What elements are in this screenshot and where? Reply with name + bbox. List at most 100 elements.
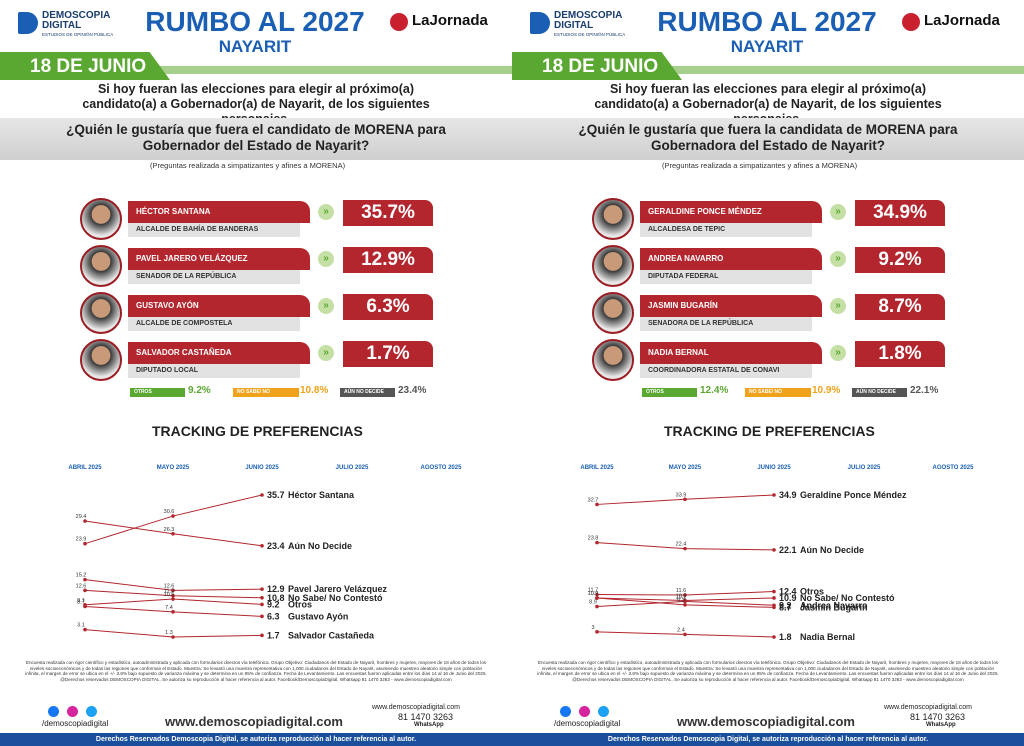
- title: RUMBO AL 2027: [657, 6, 877, 37]
- point-label: 12.6: [164, 583, 175, 589]
- role-bar: ALCALDE DE COMPOSTELA: [128, 317, 300, 331]
- tracking-point: [83, 577, 87, 582]
- panel: DEMOSCOPIA DIGITAL ESTUDIOS DE OPINIÓN PÚ…: [0, 6, 512, 746]
- subtitle: NAYARIT: [218, 37, 292, 56]
- tracking-point: [260, 595, 264, 600]
- value-box: 9.2%: [855, 247, 945, 273]
- tracking-point: [83, 604, 87, 609]
- point-label: 12.9: [267, 584, 285, 594]
- point-label: 32.7: [588, 497, 599, 503]
- phone: 81 1470 3263: [910, 712, 966, 722]
- social-icon: [560, 706, 571, 717]
- social-icon: [598, 706, 609, 717]
- point-label: 11.6: [676, 588, 686, 594]
- series-name: Otros: [288, 599, 312, 609]
- point-label: 9.2: [779, 600, 792, 610]
- value-box: 1.8%: [855, 341, 945, 367]
- summary-value: 9.2%: [188, 385, 211, 396]
- logo-icon: [390, 13, 408, 31]
- brand-icon: [530, 12, 550, 34]
- series-name: Héctor Santana: [288, 490, 355, 500]
- social-icon: [48, 706, 59, 717]
- series-name: Aún No Decide: [800, 545, 864, 555]
- brand-icon: [18, 12, 38, 34]
- month-label: MAYO 2025: [669, 465, 702, 471]
- chevron: »: [318, 298, 334, 314]
- month-label: JUNIO 2025: [245, 465, 279, 471]
- point-label: 9.1: [77, 598, 85, 604]
- summary-value: 22.1%: [910, 385, 939, 396]
- photo: [592, 292, 634, 334]
- value-box: 8.7%: [855, 294, 945, 320]
- month-label: MAYO 2025: [157, 465, 190, 471]
- series-name: Gustavo Ayón: [288, 611, 348, 621]
- value-box: 6.3%: [343, 294, 433, 320]
- month-label: ABRIL 2025: [580, 465, 614, 471]
- summary-label: OTROS: [130, 388, 185, 397]
- tracking-title: TRACKING DE PREFERENCIAS: [152, 423, 363, 439]
- tracking-point: [171, 610, 175, 614]
- point-label: 10.9: [588, 591, 599, 597]
- tracking-point: [260, 543, 264, 548]
- tracking-point: [260, 587, 264, 591]
- tracking-point: [83, 627, 87, 632]
- summary-value: 12.4%: [700, 385, 729, 396]
- name-bar: GUSTAVO AYÓN: [128, 295, 310, 317]
- chevron: »: [830, 345, 846, 361]
- whatsapp: WhatsApp: [926, 722, 956, 728]
- point-label: 23.9: [76, 537, 87, 543]
- title: RUMBO AL 2027: [145, 6, 365, 37]
- month-label: JULIO 2025: [848, 465, 881, 471]
- tracking-point: [171, 597, 175, 601]
- point-label: 35.7: [267, 490, 285, 500]
- whatsapp: WhatsApp: [414, 722, 444, 728]
- intro: Si hoy fueran las elecciones para elegir…: [82, 82, 430, 126]
- photo: [592, 245, 634, 287]
- tracking-point: [772, 596, 776, 600]
- point-label: 33.9: [676, 492, 687, 498]
- point-label: 10.1: [676, 594, 687, 600]
- note: (Preguntas realizada a simpatizantes y a…: [662, 161, 858, 170]
- tracking-point: [595, 540, 599, 545]
- tracking-point: [683, 632, 687, 637]
- tracking-point: [83, 588, 87, 593]
- tracking-point: [260, 614, 264, 619]
- series-name: Aún No Decide: [288, 541, 352, 551]
- question: ¿Quién le gustaría que fuera la candidat…: [578, 122, 958, 153]
- series-name: Andrea Navarro: [800, 600, 868, 610]
- summary-value: 10.8%: [300, 385, 329, 396]
- tracking-point: [171, 514, 175, 518]
- point-label: 10.9: [779, 593, 797, 603]
- point-label: 34.9: [779, 490, 797, 500]
- point-label: 3: [591, 625, 594, 631]
- role-bar: SENADOR DE LA REPÚBLICA: [128, 270, 300, 284]
- series-name: Geraldine Ponce Méndez: [800, 490, 907, 500]
- question-band: [512, 118, 1024, 160]
- summary-label: AÚN NO DECIDE: [852, 388, 907, 397]
- date: 18 DE JUNIO: [30, 56, 147, 77]
- tracking-chart: ABRIL 2025 MAYO 2025 JUNIO 2025 JULIO 2025 A…: [68, 465, 462, 640]
- name-bar: NADIA BERNAL: [640, 342, 822, 364]
- panel: DEMOSCOPIA DIGITAL ESTUDIOS DE OPINIÓN PÚ…: [512, 0, 1024, 746]
- chevron: »: [318, 204, 334, 220]
- point-label: 10.8: [267, 593, 285, 603]
- point-label: 2.4: [677, 627, 685, 633]
- tracking-point: [595, 596, 599, 600]
- point-label: 23.4: [267, 541, 285, 551]
- role-bar: ALCALDE DE BAHÍA DE BANDERAS: [128, 223, 300, 237]
- brand-sub: ESTUDIOS DE OPINIÓN PÚBLICA: [554, 32, 626, 37]
- brand: DEMOSCOPIA DIGITAL: [42, 10, 110, 31]
- value-box: 34.9%: [855, 200, 945, 226]
- tracking-point: [171, 588, 175, 593]
- point-label: 1.3: [165, 630, 173, 636]
- rights-bar: Derechos Reservados Demoscopia Digital, …: [512, 733, 1024, 746]
- tracking-point: [683, 593, 687, 597]
- social: /demoscopiadigital: [42, 719, 109, 728]
- series-name: No Sabe/ No Contestó: [800, 593, 895, 603]
- point-label: 22.1: [779, 545, 797, 555]
- methodology: Encuesta realizada con rigor científico …: [25, 660, 487, 682]
- point-label: 10.3: [676, 594, 687, 600]
- point-label: 1.7: [267, 630, 280, 640]
- series-name: Jasmin Bugarín: [800, 602, 868, 612]
